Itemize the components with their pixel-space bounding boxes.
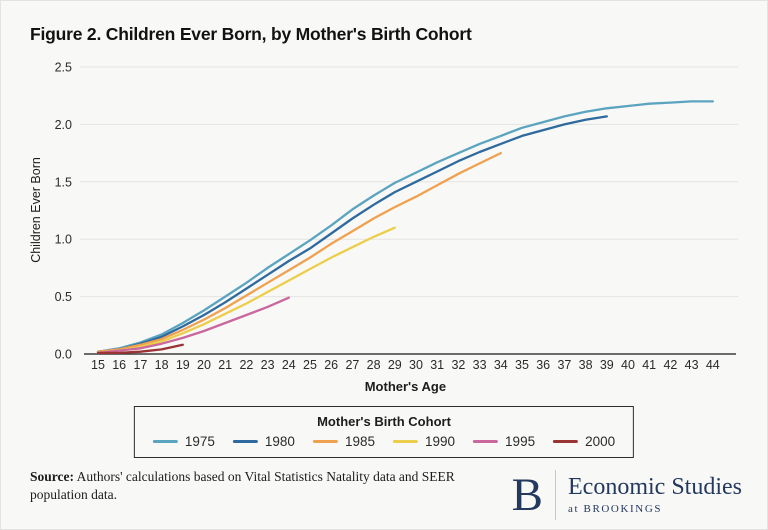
source-label: Source: bbox=[30, 469, 74, 484]
brookings-b-mark: B bbox=[511, 468, 544, 521]
series-line-1985 bbox=[96, 151, 502, 353]
series-line-1980 bbox=[96, 115, 608, 353]
y-tick-label-2.5: 2.5 bbox=[55, 61, 72, 75]
x-tick-label-43: 43 bbox=[685, 358, 699, 372]
series-line-1975 bbox=[96, 100, 714, 353]
x-tick-label-19: 19 bbox=[176, 358, 190, 372]
x-tick-label-39: 39 bbox=[600, 358, 614, 372]
x-tick-label-16: 16 bbox=[112, 358, 126, 372]
x-tick-label-21: 21 bbox=[218, 358, 232, 372]
y-tick-label-0.0: 0.0 bbox=[55, 348, 72, 362]
legend-title: Mother's Birth Cohort bbox=[317, 414, 451, 429]
x-tick-label-25: 25 bbox=[303, 358, 317, 372]
y-tick-label-0.5: 0.5 bbox=[55, 290, 72, 304]
footer: Source: Authors' calculations based on V… bbox=[30, 468, 742, 520]
x-tick-label-27: 27 bbox=[345, 358, 359, 372]
y-tick-label-2.0: 2.0 bbox=[55, 118, 72, 132]
logo-divider bbox=[555, 470, 557, 520]
legend-swatch-1985 bbox=[312, 440, 338, 443]
legend-swatch-1975 bbox=[152, 440, 178, 443]
series-line-1990 bbox=[96, 226, 396, 355]
legend-label-1980: 1980 bbox=[264, 434, 295, 449]
x-axis-title: Mother's Age bbox=[365, 379, 446, 394]
legend-items: 1975 1980 1985 1990 1995 2000 bbox=[152, 434, 615, 449]
figure-title: Figure 2. Children Ever Born, by Mother'… bbox=[30, 24, 472, 44]
legend-item-2000: 2000 bbox=[553, 434, 615, 449]
source-text: Authors' calculations based on Vital Sta… bbox=[30, 469, 455, 503]
logo-at-brookings: at BROOKINGS bbox=[568, 503, 663, 516]
legend-label-1975: 1975 bbox=[184, 434, 215, 449]
legend: Mother's Birth Cohort 1975 1980 1985 1990 19… bbox=[133, 406, 635, 458]
logo-text: Economic Studies at BROOKINGS bbox=[568, 473, 742, 516]
x-tick-label-20: 20 bbox=[197, 358, 211, 372]
x-tick-label-31: 31 bbox=[430, 358, 444, 372]
x-tick-label-36: 36 bbox=[536, 358, 550, 372]
x-tick-label-38: 38 bbox=[579, 358, 593, 372]
y-tick-label-1.5: 1.5 bbox=[55, 175, 72, 189]
series-line-2000 bbox=[96, 343, 184, 355]
legend-swatch-2000 bbox=[553, 440, 579, 443]
source-note: Source: Authors' calculations based on V… bbox=[30, 468, 475, 504]
x-tick-label-29: 29 bbox=[388, 358, 402, 372]
x-tick-label-35: 35 bbox=[515, 358, 529, 372]
legend-swatch-1990 bbox=[393, 440, 418, 443]
x-tick-label-40: 40 bbox=[621, 358, 635, 372]
x-tick-label-42: 42 bbox=[663, 358, 677, 372]
series-line-1995 bbox=[96, 296, 290, 355]
legend-label-2000: 2000 bbox=[585, 434, 616, 449]
legend-item-1980: 1980 bbox=[232, 434, 295, 449]
x-tick-label-37: 37 bbox=[557, 358, 571, 372]
legend-item-1995: 1995 bbox=[473, 434, 535, 449]
chart-area: 0.0 0.5 1.0 1.5 2.0 2.5 15 16 17 18 19 20 21 22 23 24 25… bbox=[29, 61, 738, 394]
x-tick-label-24: 24 bbox=[282, 358, 296, 372]
x-tick-label-26: 26 bbox=[324, 358, 338, 372]
y-tick-label-1.0: 1.0 bbox=[55, 233, 72, 247]
x-tick-label-23: 23 bbox=[261, 358, 275, 372]
legend-label-1995: 1995 bbox=[505, 434, 536, 449]
x-tick-label-32: 32 bbox=[451, 358, 465, 372]
x-tick-label-30: 30 bbox=[409, 358, 423, 372]
legend-swatch-1995 bbox=[473, 440, 499, 443]
legend-item-1990: 1990 bbox=[393, 434, 455, 449]
legend-label-1990: 1990 bbox=[425, 434, 456, 449]
x-tick-label-15: 15 bbox=[91, 358, 105, 372]
x-tick-label-18: 18 bbox=[155, 358, 169, 372]
logo-economic-studies: Economic Studies bbox=[568, 473, 742, 500]
legend-item-1985: 1985 bbox=[312, 434, 375, 449]
legend-item-1975: 1975 bbox=[152, 434, 215, 449]
x-tick-label-34: 34 bbox=[494, 358, 508, 372]
x-tick-label-17: 17 bbox=[133, 358, 147, 372]
legend-swatch-1980 bbox=[232, 440, 258, 443]
x-tick-label-44: 44 bbox=[706, 358, 720, 372]
legend-label-1985: 1985 bbox=[344, 434, 375, 449]
x-tick-label-33: 33 bbox=[473, 358, 487, 372]
x-tick-label-41: 41 bbox=[642, 358, 656, 372]
y-axis-title: Children Ever Born bbox=[29, 157, 43, 263]
brookings-logo: B Economic Studies at BROOKINGS bbox=[512, 470, 742, 520]
x-tick-label-22: 22 bbox=[239, 358, 253, 372]
line-chart-canvas: 0.0 0.5 1.0 1.5 2.0 2.5 15 16 17 18 19 20 21 22 23 24 25… bbox=[29, 61, 738, 394]
x-tick-label-28: 28 bbox=[367, 358, 381, 372]
